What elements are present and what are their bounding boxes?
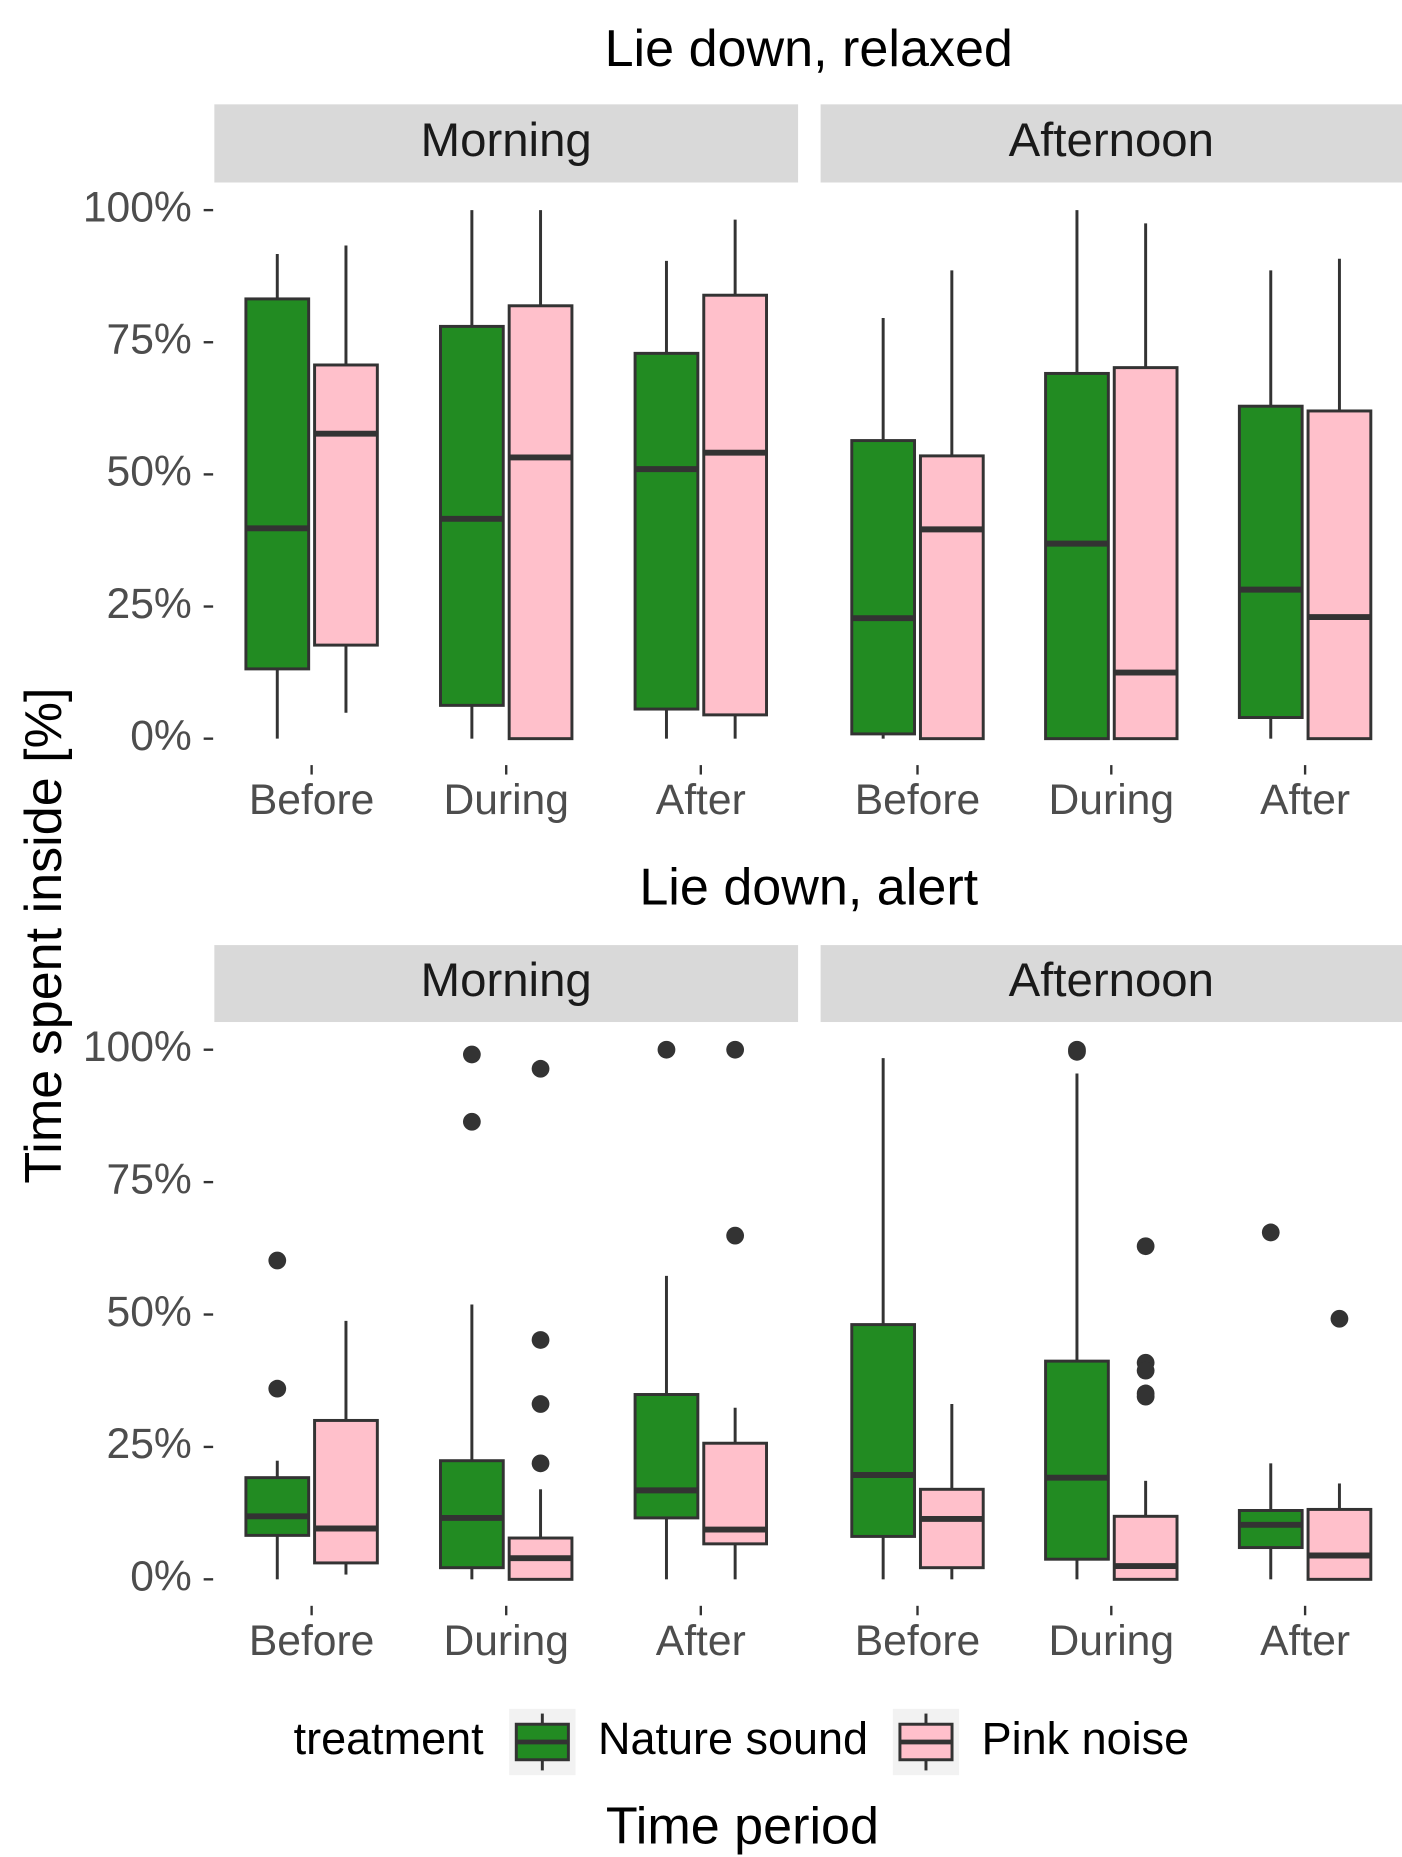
- x-axis-label: Time period: [606, 1797, 879, 1855]
- y-tick-label: 100%: [83, 183, 192, 231]
- legend-label: Nature sound: [598, 1713, 868, 1764]
- outlier: [462, 1112, 481, 1131]
- outlier: [268, 1379, 287, 1398]
- box: [633, 1393, 700, 1520]
- outlier: [462, 1045, 481, 1064]
- y-tick-label: 50%: [107, 448, 192, 496]
- box: [850, 1323, 917, 1538]
- strip: [820, 104, 1402, 183]
- strip-label: Morning: [421, 114, 592, 167]
- x-tick-label: After: [1260, 776, 1350, 824]
- x-tick-label: During: [443, 1617, 569, 1665]
- y-tick-label: 25%: [107, 580, 192, 628]
- box: [702, 293, 769, 717]
- x-tick-label: Before: [855, 1617, 981, 1665]
- y-tick-label: 0%: [130, 1553, 192, 1601]
- outlier: [1068, 1042, 1086, 1061]
- legend-title: treatment: [294, 1713, 485, 1764]
- box: [633, 351, 700, 711]
- strip: [820, 945, 1402, 1023]
- box: [507, 304, 574, 741]
- x-tick-label: Before: [855, 776, 981, 824]
- legend-label: Pink noise: [982, 1713, 1190, 1764]
- outlier: [268, 1251, 287, 1270]
- strip-label: Afternoon: [1009, 954, 1214, 1007]
- x-tick-label: During: [443, 776, 569, 824]
- strip-label: Afternoon: [1009, 114, 1214, 167]
- box: [313, 1418, 379, 1565]
- box: [1112, 366, 1179, 741]
- outlier: [1330, 1309, 1349, 1328]
- outlier: [726, 1040, 745, 1059]
- box: [1306, 409, 1373, 741]
- x-tick-label: Before: [249, 1617, 375, 1665]
- outlier: [726, 1226, 745, 1245]
- y-tick-label: 75%: [107, 1155, 192, 1203]
- chart-title: Lie down, alert: [639, 858, 978, 916]
- outlier: [657, 1040, 676, 1059]
- y-tick-label: 0%: [130, 712, 192, 760]
- box: [1237, 404, 1304, 720]
- x-tick-label: After: [656, 776, 746, 824]
- outlier: [1136, 1387, 1155, 1406]
- y-tick-label: 100%: [83, 1023, 192, 1071]
- y-tick-label: 25%: [107, 1420, 192, 1468]
- box: [1044, 1359, 1110, 1561]
- box: [918, 1487, 985, 1570]
- box: [1112, 1514, 1179, 1581]
- box: [850, 439, 917, 736]
- x-tick-label: After: [656, 1617, 746, 1665]
- box: [244, 297, 311, 671]
- box: [918, 454, 985, 741]
- strip: [214, 104, 799, 183]
- box: [313, 363, 379, 647]
- strip: [214, 945, 799, 1023]
- box: [1044, 371, 1110, 741]
- x-tick-label: After: [1260, 1617, 1350, 1665]
- outlier: [1136, 1237, 1155, 1256]
- outlier: [1261, 1223, 1280, 1242]
- outlier: [1136, 1361, 1155, 1380]
- box: [244, 1476, 311, 1537]
- box: [1306, 1507, 1373, 1581]
- y-tick-label: 75%: [107, 316, 192, 364]
- box: [439, 1459, 505, 1570]
- x-tick-label: During: [1049, 776, 1175, 824]
- outlier: [531, 1331, 550, 1349]
- outlier: [531, 1059, 550, 1078]
- outlier: [531, 1454, 550, 1473]
- x-tick-label: During: [1049, 1617, 1175, 1665]
- outlier: [531, 1395, 550, 1413]
- box: [1237, 1509, 1304, 1550]
- chart-title: Lie down, relaxed: [605, 20, 1013, 78]
- y-tick-label: 50%: [107, 1288, 192, 1336]
- y-axis-label: Time spent inside [%]: [15, 688, 73, 1184]
- x-tick-label: Before: [249, 776, 375, 824]
- strip-label: Morning: [421, 954, 592, 1007]
